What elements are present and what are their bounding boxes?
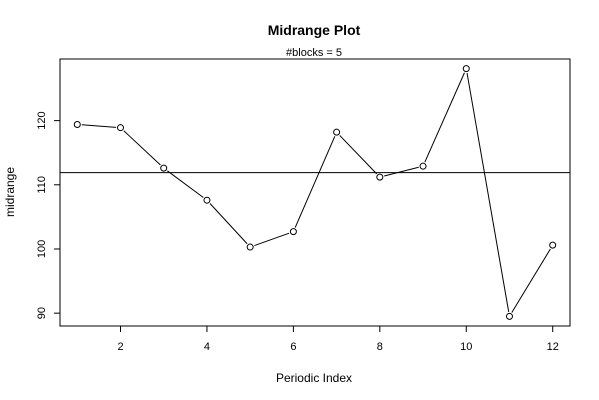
- series-line-segment: [511, 248, 551, 313]
- chart-subtitle: #blocks = 5: [286, 47, 342, 59]
- data-point: [73, 120, 81, 128]
- y-tick-label: 120: [36, 111, 48, 129]
- y-axis: 90 100 110 120: [36, 111, 61, 319]
- plot-frame: [59, 58, 571, 327]
- x-tick-label: 6: [290, 341, 296, 353]
- data-point: [160, 164, 168, 172]
- series-line-segment: [254, 232, 290, 247]
- series-line-segment: [466, 72, 510, 313]
- data-point: [462, 65, 470, 73]
- series-group: [73, 65, 557, 320]
- data-point: [203, 196, 211, 204]
- series-line-segment: [209, 203, 248, 245]
- chart-title: Midrange Plot: [268, 22, 361, 38]
- series-line-segment: [339, 135, 378, 175]
- series-line-segment: [167, 170, 204, 198]
- series-line-segment: [294, 136, 336, 228]
- data-point: [549, 241, 557, 249]
- data-point: [246, 243, 254, 251]
- y-axis-label: midrange: [3, 167, 17, 217]
- x-tick-label: 12: [547, 341, 559, 353]
- x-axis: 2 4 6 8 10 12: [117, 325, 559, 353]
- x-tick-label: 4: [204, 341, 210, 353]
- x-axis-label: Periodic Index: [276, 371, 352, 385]
- series-line-segment: [81, 124, 117, 128]
- series-line-segment: [123, 130, 161, 166]
- data-point: [333, 128, 341, 136]
- data-point: [289, 228, 297, 236]
- series-line-segment: [424, 72, 465, 163]
- data-point: [376, 173, 384, 181]
- data-point: [419, 162, 427, 170]
- x-tick-label: 10: [460, 341, 472, 353]
- y-tick-label: 90: [36, 307, 48, 319]
- data-point: [117, 124, 125, 132]
- series-line-segment: [384, 166, 419, 177]
- x-tick-label: 8: [377, 341, 383, 353]
- data-point: [505, 312, 513, 320]
- y-tick-label: 100: [36, 240, 48, 258]
- x-tick-label: 2: [117, 341, 123, 353]
- y-tick-label: 110: [36, 176, 48, 194]
